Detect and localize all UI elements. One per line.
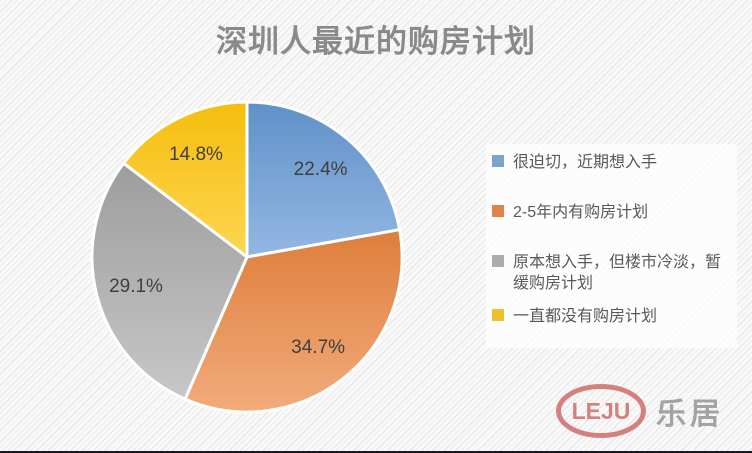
leju-logo-oval-icon: LEJU	[556, 384, 646, 438]
bottom-border-line	[0, 451, 752, 453]
legend-item[interactable]: 2-5年内有购房计划	[492, 202, 729, 223]
legend-swatch-icon	[492, 309, 504, 321]
slice-data-label: 29.1%	[109, 276, 163, 297]
leju-wordmark: LEJU	[571, 397, 631, 424]
legend: 很迫切，近期想入手 2-5年内有购房计划 原本想入手，但楼市冷淡，暂缓购房计划 …	[486, 144, 737, 348]
legend-item-label: 很迫切，近期想入手	[513, 154, 658, 171]
chart-title: 深圳人最近的购房计划	[216, 24, 536, 59]
legend-swatch-icon	[492, 205, 504, 217]
legend-item[interactable]: 原本想入手，但楼市冷淡，暂缓购房计划	[492, 252, 729, 294]
legend-item-label: 2-5年内有购房计划	[513, 204, 649, 221]
leju-cjk-name: 乐居	[656, 398, 724, 431]
legend-item[interactable]: 很迫切，近期想入手	[492, 152, 729, 173]
legend-item[interactable]: 一直都没有购房计划	[492, 306, 729, 327]
legend-item-label: 一直都没有购房计划	[513, 308, 658, 325]
leju-logo: LEJU 乐居	[556, 384, 724, 438]
slice-data-label: 22.4%	[294, 159, 348, 180]
pie-slice[interactable]	[90, 161, 249, 401]
legend-swatch-icon	[492, 155, 504, 167]
legend-item-label: 原本想入手，但楼市冷淡，暂缓购房计划	[513, 254, 722, 292]
pie-slice[interactable]	[122, 100, 249, 259]
legend-swatch-icon	[492, 255, 504, 267]
pie-slice[interactable]	[245, 100, 402, 259]
slice-data-label: 34.7%	[291, 337, 345, 358]
slice-data-label: 14.8%	[169, 144, 223, 165]
